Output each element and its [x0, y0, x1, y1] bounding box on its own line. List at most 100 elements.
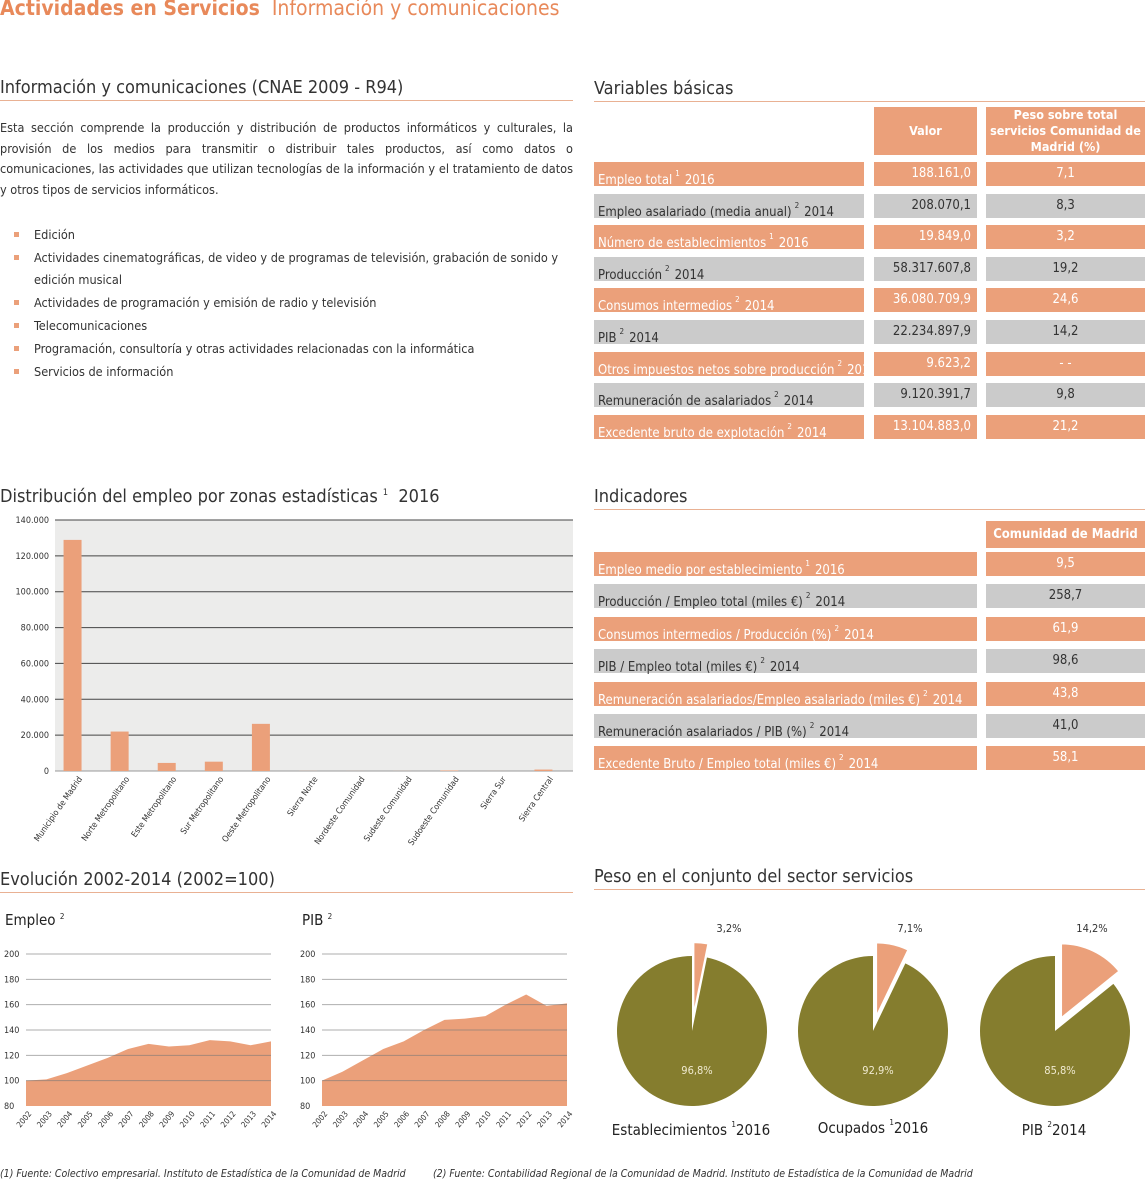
footnote-ref: 1 — [805, 559, 810, 568]
row-label: Empleo medio por establecimiento 1 2016 — [594, 552, 977, 578]
pie-title: Ocupados — [817, 1119, 886, 1137]
row-year: 2014 — [744, 299, 775, 315]
pie-slice-rest — [798, 956, 948, 1106]
row-label-text: Remuneración asalariados/Empleo asalaria… — [598, 692, 921, 708]
bar — [204, 761, 223, 771]
y-tick-label: 140.000 — [16, 516, 49, 526]
footnote-ref: 2 — [619, 327, 625, 336]
pie-rest-label: 85,8% — [1044, 1064, 1075, 1077]
row-label-text: Otros impuestos netos sobre producción — [598, 362, 835, 378]
x-tick-label: 2004 — [352, 1109, 371, 1129]
footnote-ref: 2 — [794, 200, 800, 210]
y-tick-label: 120.000 — [16, 552, 49, 562]
peso-title: Peso en el conjunto del sector servicios — [594, 866, 1145, 890]
footnote-ref: 2 — [760, 656, 765, 666]
list-item: Programación, consultoría y otras activi… — [14, 338, 574, 360]
row-label-text: Consumos intermedios / Producción (%) — [598, 627, 832, 643]
intro-title: Información y comunicaciones (CNAE 2009 … — [0, 77, 573, 101]
valor-cell: 9.120.391,7 — [874, 383, 977, 408]
footnote-ref: 1 — [889, 1118, 894, 1127]
peso-cell: 19,2 — [986, 256, 1145, 281]
footnote-ref: 2 — [923, 688, 928, 698]
valor-cell: 188.161,0 — [874, 162, 977, 186]
footnote-ref: 2 — [809, 721, 815, 730]
bar — [110, 731, 129, 771]
footnote-2: (2) Fuente: Contabilidad Regional de la … — [433, 1168, 973, 1180]
intro-text: Esta sección comprende la producción y d… — [0, 120, 573, 197]
row-label-text: Consumos intermedios — [598, 299, 733, 315]
footnote-ref: 2 — [805, 591, 811, 601]
footnote-ref: 1 — [769, 232, 774, 242]
col-comunidad-header: Comunidad de Madrid — [986, 521, 1145, 548]
empleo-chart-title: Empleo 2 — [5, 911, 64, 929]
bar — [440, 770, 459, 771]
row-label-text: PIB — [598, 331, 617, 346]
row-label: Empleo total 1 2016 — [594, 162, 864, 188]
x-tick-label: 2011 — [199, 1110, 218, 1130]
peso-cell: 14,2 — [986, 320, 1145, 344]
bar — [63, 539, 82, 771]
y-tick-label: 100 — [4, 1077, 19, 1087]
x-tick-label: Municipio de Madrid — [33, 775, 85, 844]
x-tick-label: 2010 — [178, 1109, 197, 1129]
employment-bar-chart: 0 20.000 40.000 60.000 80.000 100.000 120.000 1… — [16, 516, 573, 848]
row-label-text: Empleo total — [598, 173, 673, 188]
row-label: Número de establecimientos 1 2016 — [594, 225, 864, 252]
x-tick-label: Oeste Metropolitano — [221, 775, 274, 845]
y-tick-label: 100.000 — [16, 588, 49, 598]
y-tick-label: 100 — [300, 1077, 315, 1087]
pie-title: PIB — [1021, 1121, 1044, 1139]
peso-cell: - - — [986, 351, 1145, 376]
footnote-ref: 2 — [834, 623, 840, 633]
x-tick-label: Sur Metropolitano — [179, 775, 226, 837]
pie-rest-label: 92,9% — [862, 1064, 893, 1077]
footnote-ref: 1 — [675, 169, 680, 178]
valor-cell: 36.080.709,9 — [874, 288, 977, 313]
pib-area-chart: 80 100 120 140 160 180 200 2002 2003 2004 2005 2006… — [300, 950, 575, 1130]
y-tick-label: 200 — [300, 950, 315, 960]
pib-chart-title: PIB 2 — [302, 911, 332, 929]
pie-sector-label: 14,2% — [1076, 922, 1107, 935]
evolucion-title: Evolución 2002-2014 (2002=100) — [0, 869, 573, 893]
x-tick-label: 2006 — [97, 1109, 116, 1129]
list-item: Actividades de programación y emisión de… — [14, 292, 574, 314]
x-tick-label: 2002 — [311, 1110, 330, 1130]
x-tick-label: Sierra Norte — [286, 775, 321, 819]
peso-cell: 21,2 — [986, 414, 1145, 439]
pie-label-establecimientos: Establecimientos 12016 — [601, 1120, 781, 1139]
bar — [251, 723, 270, 771]
row-label-text: Excedente Bruto / Empleo total (miles €) — [598, 757, 837, 773]
x-tick-label: Sudeste Comunidad — [362, 775, 414, 844]
x-tick-label: 2014 — [556, 1109, 575, 1129]
row-label-text: Número de establecimientos — [598, 236, 767, 252]
valor-cell: 19.849,0 — [874, 225, 977, 250]
x-tick-label: 2008 — [137, 1109, 156, 1129]
y-tick-label: 80 — [300, 1102, 310, 1112]
footnote-ref: 2 — [59, 912, 65, 921]
y-tick-label: 20.000 — [21, 731, 49, 741]
pie-title: Establecimientos — [611, 1121, 728, 1139]
valor-cell: 208.070,1 — [874, 193, 977, 218]
row-label: PIB / Empleo total (miles €) 2 2014 — [594, 649, 977, 675]
y-tick-label: 140 — [300, 1026, 315, 1036]
row-label-text: Remuneración de asalariados — [598, 394, 772, 410]
x-tick-label: Norte Metropolitano — [80, 775, 132, 844]
row-year: 2014 — [783, 394, 814, 410]
x-tick-label: Sudoeste Comunidad — [407, 775, 462, 848]
x-tick-label: 2007 — [413, 1110, 432, 1130]
pie-sector-label: 3,2% — [716, 922, 741, 935]
y-tick-label: 180 — [300, 975, 315, 985]
valor-cell: 9.623,2 — [874, 351, 977, 376]
list-item: Edición — [14, 224, 574, 246]
pie-sector-label: 7,1% — [897, 922, 922, 935]
x-tick-label: 2012 — [515, 1110, 534, 1130]
x-tick-label: 2009 — [454, 1109, 473, 1129]
row-year: 2016 — [814, 563, 845, 578]
y-tick-label: 80.000 — [21, 624, 49, 634]
area-series — [322, 994, 567, 1106]
empleo-area-chart: 80 100 120 140 160 180 200 2002 2003 2004 2005 2006… — [4, 950, 279, 1130]
activity-list: Edición Actividades cinematográficas, de… — [14, 224, 574, 384]
row-label-text: Producción — [598, 267, 663, 283]
footnote-ref: 1 — [731, 1120, 736, 1129]
x-tick-label: 2002 — [15, 1110, 34, 1130]
